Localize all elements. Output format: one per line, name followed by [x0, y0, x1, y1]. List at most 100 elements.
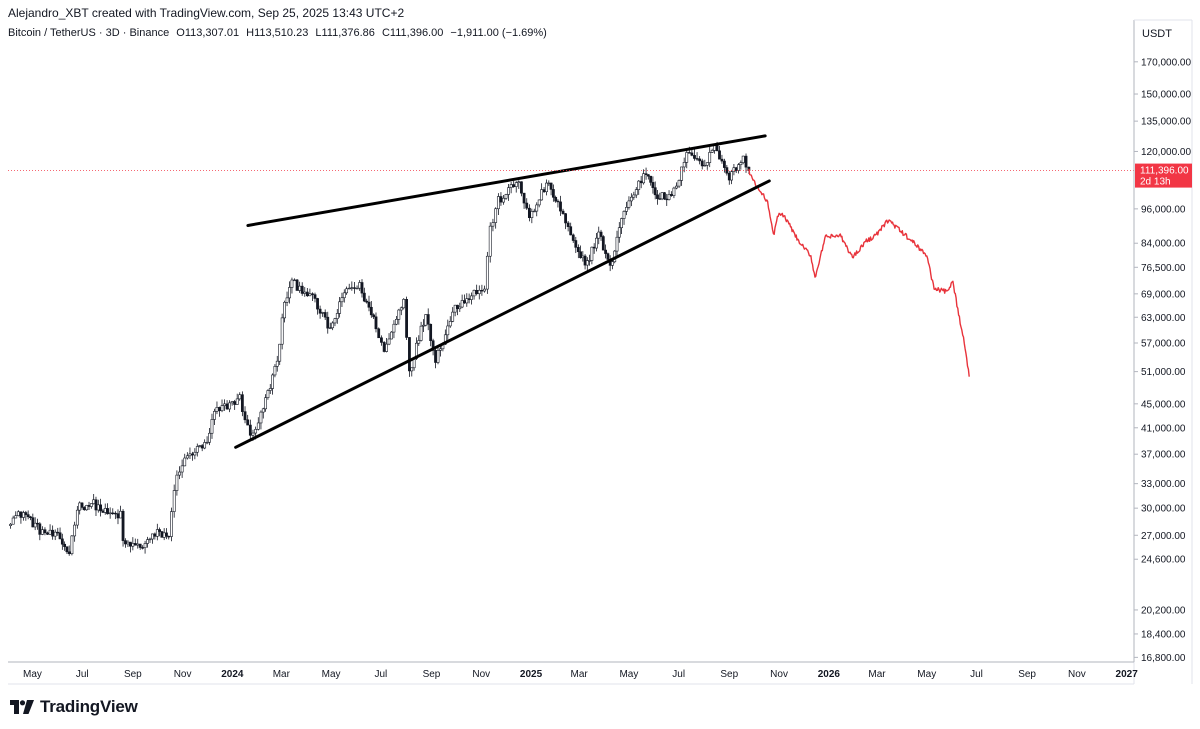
candle-body: [725, 167, 729, 174]
candle-body: [639, 180, 643, 184]
candle-body: [223, 403, 226, 406]
candle-body: [24, 512, 28, 515]
candle-body: [739, 162, 743, 165]
candle-body: [218, 407, 221, 412]
candle-body: [308, 293, 312, 297]
candle-body: [87, 505, 91, 507]
candle-body: [377, 328, 381, 339]
price-tick-label: 57,000.00: [1141, 339, 1186, 350]
candle-body: [165, 532, 168, 537]
candle-body: [540, 189, 544, 201]
candle-body: [70, 535, 74, 555]
candle-body: [126, 541, 130, 545]
candle-body: [705, 162, 709, 166]
candle-body: [512, 184, 516, 188]
candle-body: [121, 510, 125, 541]
candle-body: [677, 180, 681, 187]
candle-body: [46, 532, 49, 535]
candle-body: [119, 510, 123, 519]
candle-body: [160, 531, 164, 538]
lower-wedge-trendline[interactable]: [234, 179, 771, 449]
candle-body: [225, 403, 229, 410]
candle-body: [429, 323, 433, 341]
time-tick-label: Nov: [472, 669, 490, 680]
candle-body: [737, 164, 740, 171]
candle-body: [722, 160, 726, 168]
candle-body: [251, 432, 255, 436]
time-tick-label: Jul: [970, 669, 983, 680]
candle-body: [710, 150, 714, 153]
candle-body: [537, 199, 541, 206]
candle-body: [592, 246, 596, 249]
candle-body: [601, 236, 605, 251]
candle-body: [101, 510, 105, 513]
candle-body: [581, 255, 585, 259]
candle-body: [278, 343, 282, 362]
candle-body: [632, 194, 636, 198]
candle-body: [499, 196, 503, 203]
candle-body: [220, 405, 224, 412]
candle-body: [502, 197, 505, 203]
candle-body: [99, 504, 103, 512]
candle-body: [26, 514, 30, 518]
candle-body: [488, 225, 492, 257]
candle-body: [175, 474, 179, 491]
candle-body: [195, 446, 199, 453]
candle-body: [136, 543, 140, 546]
candle-body: [31, 517, 35, 528]
candle-body: [335, 313, 339, 319]
candle-body: [275, 360, 279, 367]
candle-body: [571, 234, 575, 241]
candle-body: [394, 319, 398, 325]
candle-body: [477, 289, 481, 295]
candle-body: [629, 196, 633, 202]
candle-body: [665, 198, 669, 201]
time-tick-label: Jul: [374, 669, 387, 680]
price-pane[interactable]: [8, 134, 1134, 556]
price-tick-label: 24,600.00: [1141, 555, 1186, 566]
candle-body: [660, 192, 664, 200]
time-tick-label: Sep: [1018, 669, 1036, 680]
candle-body: [33, 522, 37, 528]
upper-wedge-trendline[interactable]: [246, 134, 767, 227]
candle-body: [627, 200, 631, 208]
candle-body: [675, 185, 678, 189]
price-tick-label: 69,000.00: [1141, 289, 1186, 300]
candle-body: [625, 207, 628, 212]
candle-body: [155, 529, 159, 537]
candle-body: [545, 182, 548, 193]
candle-body: [116, 513, 120, 519]
candle-body: [347, 287, 351, 290]
time-axis[interactable]: May Jul Sep Nov 2024 Mar May Jul Sep Nov 2025 Mar Ma…: [23, 669, 1138, 680]
candle-body: [283, 302, 287, 319]
candle-body: [392, 323, 396, 333]
candle-body: [124, 540, 127, 545]
candle-body: [595, 237, 598, 249]
candle-body: [355, 287, 359, 290]
candle-body: [463, 300, 466, 304]
tradingview-logo[interactable]: TradingView: [10, 697, 138, 717]
candle-body: [323, 312, 327, 318]
price-tick-label: 84,000.00: [1141, 239, 1186, 250]
candle-body: [295, 279, 299, 291]
candle-body: [472, 289, 476, 297]
candle-body: [318, 308, 322, 314]
symbol-name[interactable]: Bitcoin / TetherUS · 3D · Binance: [8, 27, 170, 39]
candle-body: [338, 301, 342, 314]
candle-body: [248, 424, 252, 436]
candle-body: [185, 455, 189, 459]
price-axis[interactable]: 170,000.00 150,000.00 135,000.00 120,000.00…: [1134, 57, 1191, 664]
candle-body: [520, 181, 523, 194]
candle-body: [590, 246, 594, 261]
time-tick-label: Sep: [720, 669, 738, 680]
candle-body: [103, 508, 107, 513]
candle-body: [158, 529, 162, 532]
candle-body: [342, 292, 346, 299]
last-price-tag: 111,396.00 2d 13h: [1135, 163, 1192, 188]
candle-body: [718, 150, 721, 160]
candle-body: [419, 325, 423, 341]
candle-body: [494, 208, 498, 223]
candle-body: [290, 279, 294, 288]
candle-body: [108, 512, 112, 515]
